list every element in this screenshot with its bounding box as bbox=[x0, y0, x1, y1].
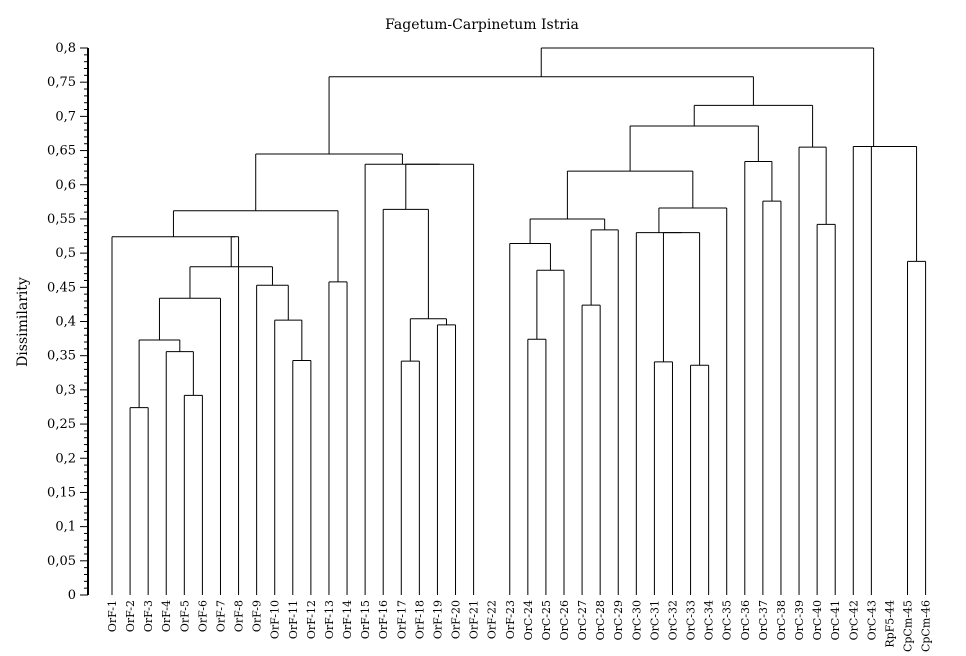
leaf-label: OrF-20 bbox=[450, 600, 463, 639]
leaf-label: OrC-42 bbox=[847, 600, 860, 640]
y-tick-label: 0 bbox=[68, 588, 76, 603]
leaf-label: OrC-29 bbox=[612, 600, 625, 640]
leaf-label: OrF-1 bbox=[106, 600, 119, 632]
y-axis-label: Dissimilarity bbox=[15, 277, 31, 367]
leaf-label: OrC-25 bbox=[540, 600, 553, 640]
leaf-label: OrF-6 bbox=[196, 600, 209, 632]
y-axis: 0 0,05 0,1 0,15 0,2 0,25 0,3 0,35 0,4 0,45 0,5 0,55… bbox=[47, 41, 89, 603]
leaf-label: OrF-13 bbox=[323, 600, 336, 639]
leaf-label: OrC-33 bbox=[685, 600, 698, 640]
y-tick-label: 0,65 bbox=[47, 144, 76, 159]
leaf-label: OrC-26 bbox=[558, 600, 571, 640]
leaf-label: OrC-37 bbox=[757, 600, 770, 640]
leaf-label: OrC-35 bbox=[721, 600, 734, 640]
leaf-label: OrF-8 bbox=[233, 600, 246, 632]
leaf-label: OrC-36 bbox=[739, 600, 752, 640]
leaf-label: OrF-21 bbox=[468, 600, 481, 639]
leaf-label: CpCm-46 bbox=[920, 600, 933, 652]
leaf-label: OrF-3 bbox=[142, 600, 155, 632]
leaf-label: OrF-2 bbox=[124, 600, 137, 632]
leaf-label: OrF-7 bbox=[214, 600, 227, 632]
y-tick-label: 0,45 bbox=[47, 280, 76, 295]
leaf-label: OrC-34 bbox=[703, 600, 716, 640]
y-tick-label: 0,05 bbox=[47, 554, 76, 569]
leaf-label: OrF-16 bbox=[377, 600, 390, 639]
leaf-label: OrF-5 bbox=[178, 600, 191, 632]
leaf-label: OrF-15 bbox=[359, 600, 372, 639]
y-tick-label: 0,55 bbox=[47, 212, 76, 227]
y-tick-label: 0,35 bbox=[47, 349, 76, 364]
leaf-label: OrF-23 bbox=[504, 600, 517, 639]
dendrogram-links bbox=[111, 47, 927, 595]
y-tick-label: 0,3 bbox=[55, 383, 76, 398]
y-tick-label: 0,15 bbox=[47, 485, 76, 500]
y-tick-label: 0,25 bbox=[47, 417, 76, 432]
leaf-label: OrC-32 bbox=[666, 600, 679, 640]
leaf-label: RpF5-44 bbox=[883, 600, 896, 648]
leaf-label: OrF-19 bbox=[431, 600, 444, 639]
leaf-label: OrC-43 bbox=[865, 600, 878, 640]
y-tick-label: 0,2 bbox=[55, 451, 76, 466]
leaf-label: CpCm-45 bbox=[902, 600, 915, 652]
leaf-labels: OrF-1 OrF-2 OrF-3 OrF-4 OrF-5 OrF-6 OrF-7 OrF-8… bbox=[106, 600, 933, 652]
leaf-label: OrF-12 bbox=[305, 600, 318, 639]
leaf-label: OrC-40 bbox=[811, 600, 824, 640]
y-tick-label: 0,5 bbox=[55, 246, 76, 261]
leaf-label: OrF-14 bbox=[341, 600, 354, 639]
y-tick-label: 0,4 bbox=[55, 315, 76, 330]
y-tick-label: 0,75 bbox=[47, 75, 76, 90]
y-tick-label: 0,8 bbox=[55, 41, 76, 56]
leaf-label: OrC-28 bbox=[594, 600, 607, 640]
leaf-label: OrC-24 bbox=[522, 600, 535, 640]
leaf-label: OrF-18 bbox=[413, 600, 426, 639]
leaf-label: OrF-17 bbox=[395, 600, 408, 639]
chart-title: Fagetum-Carpinetum Istria bbox=[385, 17, 579, 33]
leaf-label: OrF-10 bbox=[269, 600, 282, 639]
leaf-label: OrF-22 bbox=[486, 600, 499, 639]
leaf-label: OrC-30 bbox=[630, 600, 643, 640]
leaf-label: OrC-39 bbox=[793, 600, 806, 640]
leaf-label: OrC-27 bbox=[576, 600, 589, 640]
y-tick-label: 0,1 bbox=[55, 520, 76, 535]
leaf-label: OrF-11 bbox=[287, 600, 300, 639]
leaf-label: OrF-4 bbox=[160, 600, 173, 632]
y-tick-label: 0,6 bbox=[55, 178, 76, 193]
leaf-label: OrC-41 bbox=[829, 600, 842, 640]
leaf-label: OrC-31 bbox=[648, 600, 661, 640]
y-tick-label: 0,7 bbox=[55, 109, 76, 124]
leaf-label: OrF-9 bbox=[251, 600, 264, 632]
leaf-label: OrC-38 bbox=[775, 600, 788, 640]
